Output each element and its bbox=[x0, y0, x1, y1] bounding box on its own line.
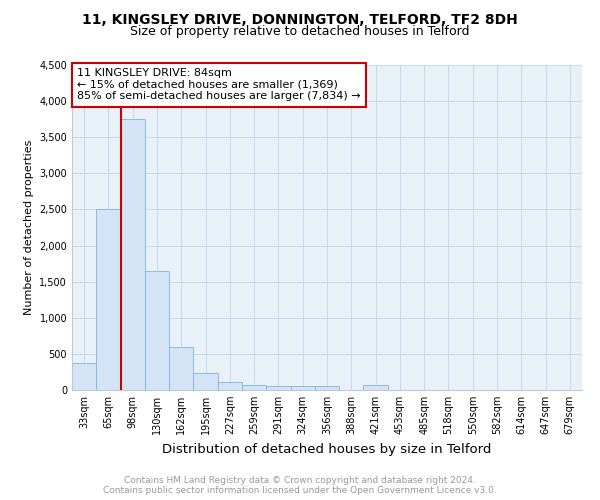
Bar bbox=[72, 362, 96, 390]
Bar bbox=[364, 385, 388, 390]
Bar bbox=[193, 372, 218, 390]
Y-axis label: Number of detached properties: Number of detached properties bbox=[24, 140, 34, 315]
Text: Size of property relative to detached houses in Telford: Size of property relative to detached ho… bbox=[130, 25, 470, 38]
Bar bbox=[290, 386, 315, 390]
Text: Contains HM Land Registry data © Crown copyright and database right 2024.: Contains HM Land Registry data © Crown c… bbox=[124, 476, 476, 485]
Text: 11, KINGSLEY DRIVE, DONNINGTON, TELFORD, TF2 8DH: 11, KINGSLEY DRIVE, DONNINGTON, TELFORD,… bbox=[82, 12, 518, 26]
Text: 11 KINGSLEY DRIVE: 84sqm
← 15% of detached houses are smaller (1,369)
85% of sem: 11 KINGSLEY DRIVE: 84sqm ← 15% of detach… bbox=[77, 68, 361, 102]
X-axis label: Distribution of detached houses by size in Telford: Distribution of detached houses by size … bbox=[163, 442, 491, 456]
Bar bbox=[218, 382, 242, 390]
Bar bbox=[169, 346, 193, 390]
Bar bbox=[121, 119, 145, 390]
Bar bbox=[145, 271, 169, 390]
Bar bbox=[315, 386, 339, 390]
Bar bbox=[242, 385, 266, 390]
Text: Contains public sector information licensed under the Open Government Licence v3: Contains public sector information licen… bbox=[103, 486, 497, 495]
Bar bbox=[266, 386, 290, 390]
Bar bbox=[96, 210, 121, 390]
